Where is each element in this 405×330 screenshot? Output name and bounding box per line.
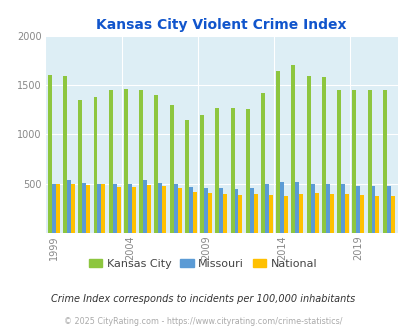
Bar bbox=[86, 184, 90, 233]
Bar bbox=[359, 195, 363, 233]
Bar bbox=[63, 76, 67, 233]
Bar bbox=[310, 183, 314, 233]
Bar bbox=[200, 115, 204, 233]
Bar bbox=[230, 109, 234, 233]
Bar bbox=[284, 196, 288, 233]
Bar bbox=[367, 90, 371, 233]
Bar bbox=[375, 196, 379, 233]
Bar bbox=[192, 192, 196, 233]
Bar bbox=[188, 187, 192, 233]
Bar bbox=[78, 100, 82, 233]
Bar bbox=[219, 188, 223, 233]
Bar bbox=[390, 196, 394, 233]
Bar bbox=[128, 183, 132, 233]
Bar bbox=[340, 183, 344, 233]
Bar bbox=[298, 194, 303, 233]
Bar bbox=[386, 185, 390, 233]
Bar bbox=[139, 90, 143, 233]
Bar bbox=[184, 120, 188, 233]
Bar bbox=[97, 183, 101, 233]
Bar bbox=[260, 93, 264, 233]
Bar bbox=[264, 183, 268, 233]
Bar bbox=[325, 183, 329, 233]
Bar bbox=[52, 183, 55, 233]
Text: Crime Index corresponds to incidents per 100,000 inhabitants: Crime Index corresponds to incidents per… bbox=[51, 294, 354, 304]
Bar bbox=[356, 185, 359, 233]
Bar bbox=[306, 76, 310, 233]
Bar bbox=[382, 90, 386, 233]
Bar bbox=[336, 90, 340, 233]
Bar bbox=[204, 188, 207, 233]
Bar bbox=[158, 183, 162, 233]
Title: Kansas City Violent Crime Index: Kansas City Violent Crime Index bbox=[96, 18, 345, 32]
Bar bbox=[116, 186, 120, 233]
Bar bbox=[162, 186, 166, 233]
Bar bbox=[275, 71, 279, 233]
Bar bbox=[223, 194, 227, 233]
Text: © 2025 CityRating.com - https://www.cityrating.com/crime-statistics/: © 2025 CityRating.com - https://www.city… bbox=[64, 317, 341, 326]
Bar bbox=[154, 95, 158, 233]
Bar bbox=[55, 183, 60, 233]
Bar bbox=[249, 188, 253, 233]
Bar bbox=[93, 97, 97, 233]
Bar bbox=[48, 75, 52, 233]
Bar bbox=[371, 185, 375, 233]
Bar bbox=[143, 180, 147, 233]
Bar bbox=[268, 195, 272, 233]
Bar bbox=[207, 193, 211, 233]
Bar bbox=[113, 183, 116, 233]
Bar bbox=[314, 193, 318, 233]
Bar bbox=[67, 180, 71, 233]
Bar bbox=[238, 195, 242, 233]
Bar bbox=[295, 182, 298, 233]
Bar bbox=[329, 194, 333, 233]
Bar bbox=[173, 183, 177, 233]
Bar bbox=[352, 90, 356, 233]
Bar bbox=[344, 194, 348, 233]
Legend: Kansas City, Missouri, National: Kansas City, Missouri, National bbox=[84, 254, 321, 273]
Bar bbox=[82, 183, 86, 233]
Bar bbox=[124, 89, 128, 233]
Bar bbox=[234, 189, 238, 233]
Bar bbox=[321, 77, 325, 233]
Bar bbox=[177, 188, 181, 233]
Bar bbox=[109, 90, 113, 233]
Bar bbox=[291, 65, 295, 233]
Bar bbox=[101, 184, 105, 233]
Bar bbox=[215, 109, 219, 233]
Bar bbox=[147, 184, 151, 233]
Bar bbox=[245, 110, 249, 233]
Bar bbox=[71, 183, 75, 233]
Bar bbox=[279, 182, 284, 233]
Bar bbox=[132, 186, 136, 233]
Bar bbox=[169, 105, 173, 233]
Bar bbox=[253, 194, 257, 233]
